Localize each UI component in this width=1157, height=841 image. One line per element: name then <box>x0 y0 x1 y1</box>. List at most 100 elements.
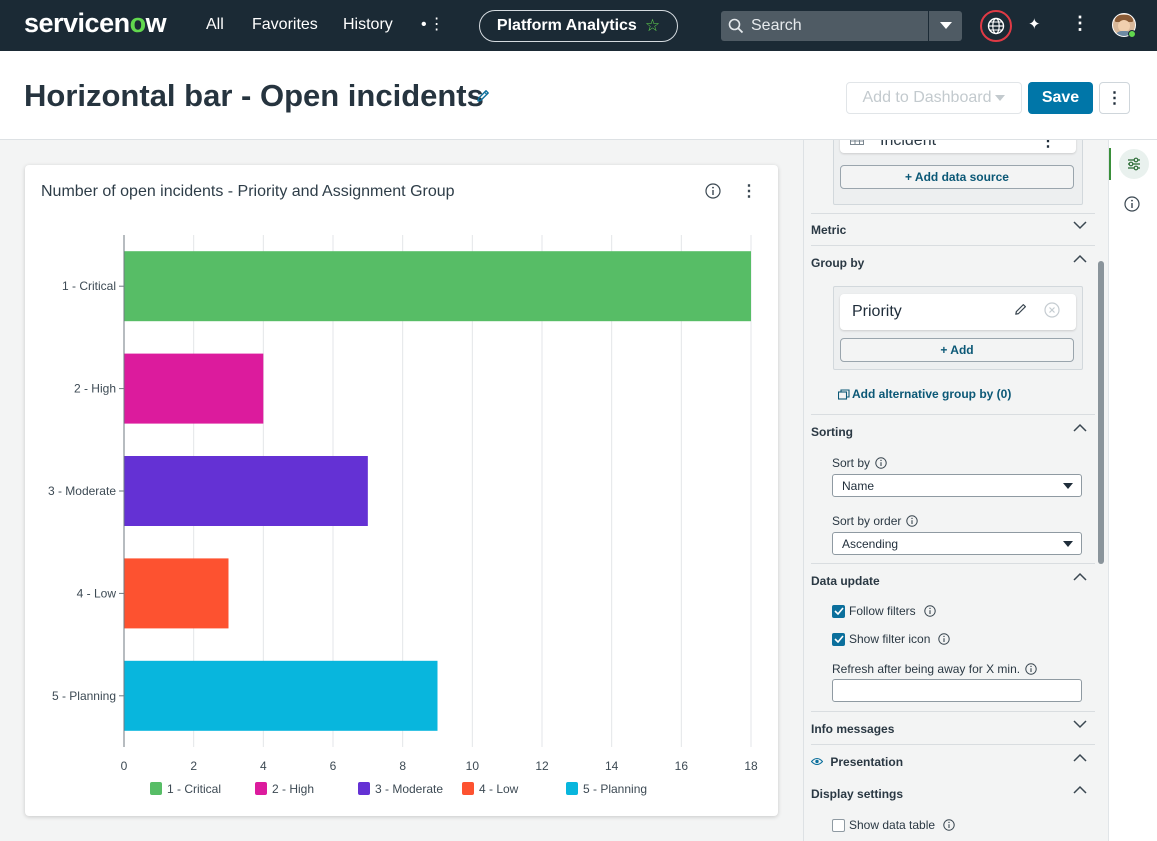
save-button[interactable]: Save <box>1028 82 1093 114</box>
data-source-box: Incident ⋮ + Add data source <box>833 140 1083 205</box>
chevron-up-icon <box>1073 753 1087 762</box>
divider <box>811 245 1095 246</box>
eye-icon <box>810 755 827 769</box>
bar[interactable] <box>124 251 751 322</box>
presence-status-icon <box>1128 30 1136 38</box>
servicenow-logo[interactable]: servicenow <box>24 8 167 38</box>
chevron-down-icon <box>1073 720 1087 729</box>
search-scope-dropdown-icon[interactable] <box>928 11 962 41</box>
legend-label[interactable]: 3 - Moderate <box>375 782 443 796</box>
right-rail <box>1108 140 1157 841</box>
x-tick-label: 18 <box>744 759 758 773</box>
add-group-by-button[interactable]: + Add <box>840 338 1074 362</box>
y-category-label: 4 - Low <box>77 586 117 600</box>
refresh-minutes-input[interactable] <box>832 679 1082 702</box>
add-to-dashboard-button[interactable]: Add to Dashboard <box>846 82 1022 114</box>
legend-swatch[interactable] <box>358 782 370 795</box>
nav-all[interactable]: All <box>206 16 224 33</box>
sort-order-select[interactable]: Ascending <box>832 532 1082 555</box>
sort-by-select[interactable]: Name <box>832 474 1082 497</box>
dropdown-caret-icon <box>1063 483 1073 489</box>
data-source-item[interactable]: Incident ⋮ <box>840 140 1076 153</box>
show-filter-icon-checkbox[interactable]: Show filter icon <box>832 632 951 646</box>
info-icon[interactable] <box>1025 663 1037 675</box>
sorting-section-header[interactable]: Sorting <box>811 423 1095 439</box>
legend-swatch[interactable] <box>255 782 267 795</box>
data-source-kebab-icon[interactable]: ⋮ <box>1040 140 1056 150</box>
page-title: Horizontal bar - Open incidents <box>24 78 484 113</box>
panel-scrollbar[interactable] <box>1098 261 1104 564</box>
page-header: Horizontal bar - Open incidents Add to D… <box>0 51 1157 140</box>
bar[interactable] <box>124 353 264 424</box>
display-settings-section-header[interactable]: Display settings <box>811 785 1095 801</box>
info-icon[interactable] <box>943 819 955 831</box>
nav-favorites[interactable]: Favorites <box>252 16 318 33</box>
divider <box>811 213 1095 214</box>
metric-section-header[interactable]: Metric <box>811 221 1095 237</box>
edit-pencil-icon[interactable] <box>1013 302 1028 322</box>
global-search[interactable]: Search <box>721 11 962 41</box>
dropdown-caret-icon <box>1063 541 1073 547</box>
refresh-label: Refresh after being away for X min. <box>832 662 1037 676</box>
group-by-item-label: Priority <box>852 303 902 320</box>
add-alternative-group-by-link[interactable]: Add alternative group by (0) <box>838 387 1011 401</box>
divider <box>811 414 1095 415</box>
legend-label[interactable]: 5 - Planning <box>583 782 647 796</box>
checkbox-checked-icon[interactable] <box>832 632 845 646</box>
info-icon[interactable] <box>906 515 919 527</box>
edit-title-pencil-icon[interactable] <box>475 88 491 109</box>
bar[interactable] <box>124 660 438 731</box>
nav-more-menu[interactable]: •⋮ <box>421 16 447 33</box>
follow-filters-checkbox[interactable]: Follow filters <box>832 604 936 618</box>
chart-kebab-icon[interactable]: ⋮ <box>741 183 757 200</box>
legend-swatch[interactable] <box>150 782 162 795</box>
x-tick-label: 6 <box>330 759 337 773</box>
group-by-item-priority[interactable]: Priority <box>840 294 1076 330</box>
chart-title: Number of open incidents - Priority and … <box>41 183 455 200</box>
nav-history[interactable]: History <box>343 16 393 33</box>
search-input[interactable]: Search <box>751 17 802 34</box>
x-tick-label: 0 <box>121 759 128 773</box>
info-icon[interactable] <box>923 605 936 617</box>
header-more-kebab-icon[interactable]: ⋮ <box>1099 82 1130 114</box>
divider <box>811 744 1095 745</box>
legend-label[interactable]: 2 - High <box>272 782 314 796</box>
info-messages-section-header[interactable]: Info messages <box>811 720 1095 736</box>
globe-icon[interactable] <box>980 10 1012 42</box>
remove-circle-x-icon[interactable] <box>1044 301 1060 323</box>
show-filter-icon-label: Show filter icon <box>849 632 931 646</box>
x-tick-label: 4 <box>260 759 267 773</box>
group-by-section-header[interactable]: Group by <box>811 254 1095 270</box>
bar[interactable] <box>124 456 368 526</box>
legend-label[interactable]: 1 - Critical <box>167 782 221 796</box>
sparkle-assist-icon[interactable]: ✦ <box>1028 16 1041 33</box>
sort-by-label: Sort by <box>832 456 887 470</box>
bar[interactable] <box>124 558 229 629</box>
checkbox-unchecked-icon[interactable] <box>832 818 845 832</box>
rail-info-icon[interactable] <box>1124 196 1140 217</box>
sort-order-value: Ascending <box>842 536 899 551</box>
metric-section-label: Metric <box>811 223 847 237</box>
legend-swatch[interactable] <box>462 782 474 795</box>
x-tick-label: 16 <box>675 759 689 773</box>
info-icon[interactable] <box>938 633 951 645</box>
sort-by-label-text: Sort by <box>832 456 871 470</box>
chart-info-icon[interactable] <box>705 183 721 204</box>
group-by-box: Priority + Add <box>833 286 1083 370</box>
sort-order-label: Sort by order <box>832 514 919 528</box>
show-data-table-checkbox[interactable]: Show data table <box>832 818 955 832</box>
favorite-star-icon[interactable]: ☆ <box>644 16 661 35</box>
info-icon[interactable] <box>875 457 887 469</box>
add-data-source-button[interactable]: + Add data source <box>840 165 1074 189</box>
x-tick-label: 14 <box>605 759 619 773</box>
x-tick-label: 10 <box>466 759 480 773</box>
sliders-settings-icon[interactable] <box>1119 149 1149 179</box>
sort-by-value: Name <box>842 478 875 493</box>
legend-swatch[interactable] <box>566 782 578 795</box>
checkbox-checked-icon[interactable] <box>832 604 845 618</box>
legend-label[interactable]: 4 - Low <box>479 782 519 796</box>
workspace-pill[interactable]: Platform Analytics ☆ <box>479 10 678 42</box>
data-update-section-header[interactable]: Data update <box>811 572 1095 588</box>
presentation-section-header[interactable]: Presentation <box>810 753 1095 769</box>
nav-kebab-icon[interactable]: ⋮ <box>1071 13 1089 33</box>
